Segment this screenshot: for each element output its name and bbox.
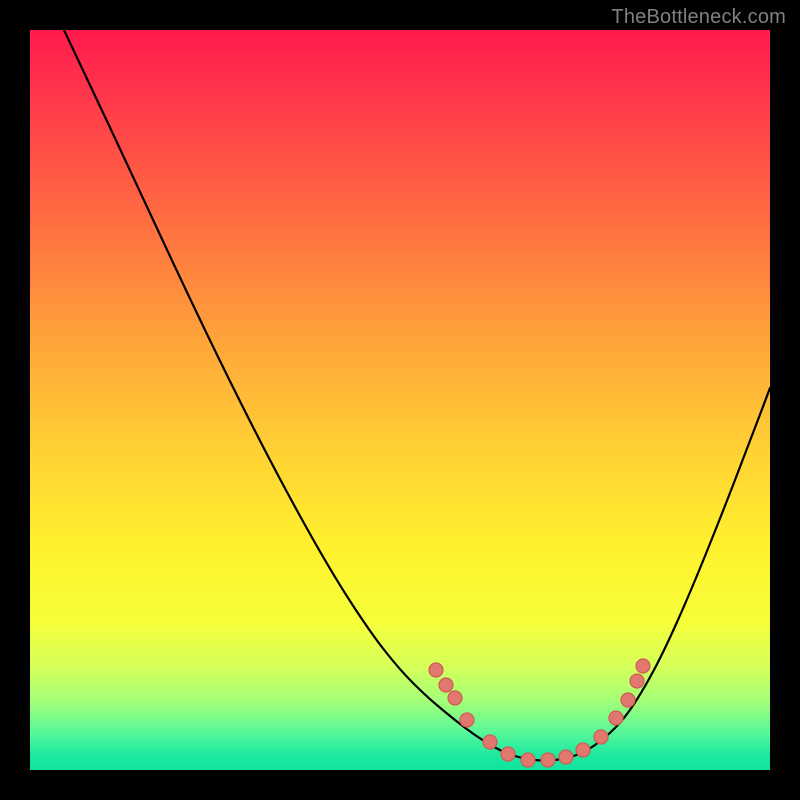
data-point <box>521 753 535 767</box>
plot-area <box>30 30 770 770</box>
data-point <box>483 735 497 749</box>
marker-group <box>429 659 650 767</box>
data-point <box>429 663 443 677</box>
data-point <box>559 750 573 764</box>
data-point <box>448 691 462 705</box>
data-point <box>636 659 650 673</box>
data-point <box>439 678 453 692</box>
data-point <box>621 693 635 707</box>
data-point <box>541 753 555 767</box>
data-point <box>501 747 515 761</box>
data-point <box>609 711 623 725</box>
data-point <box>630 674 644 688</box>
data-point <box>576 743 590 757</box>
bottleneck-curve <box>64 30 770 761</box>
chart-overlay <box>30 30 770 770</box>
data-point <box>594 730 608 744</box>
chart-frame: TheBottleneck.com <box>0 0 800 800</box>
data-point <box>460 713 474 727</box>
watermark-text: TheBottleneck.com <box>611 6 786 29</box>
